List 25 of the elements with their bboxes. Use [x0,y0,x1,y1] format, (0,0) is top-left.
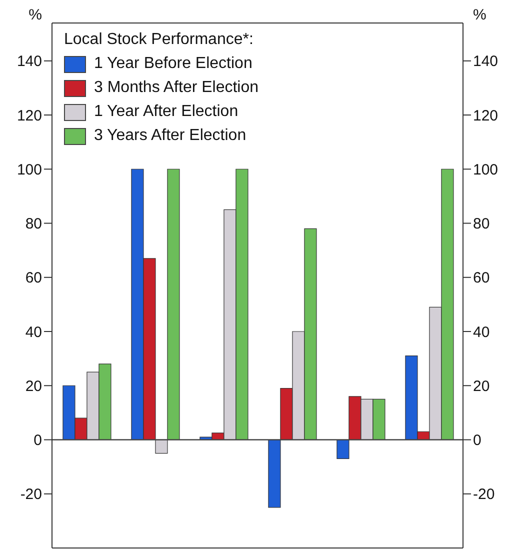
y2-tick-label: 60 [473,270,490,287]
y-tick-label: -20 [20,486,42,504]
y-tick-label: 100 [16,161,42,178]
y2-tick-label: 140 [473,53,498,70]
y-tick-label: 120 [16,107,42,124]
y2-tick-label: 80 [473,216,490,233]
legend-label: 1 Year Before Election [94,54,252,74]
y2-tick-label: 100 [473,161,498,178]
y2-tick-label: 120 [473,107,498,124]
y-tick-label: 60 [25,270,42,287]
y-tick-label: 140 [16,53,42,70]
y2-tick-label: -20 [473,486,495,504]
y-tick-label: 40 [25,324,42,341]
legend-title: Local Stock Performance*: [64,30,254,50]
y2-tick-label: 0 [473,432,482,450]
y-tick-label: 80 [25,216,42,233]
legend-label: 3 Years After Election [94,126,246,146]
y2-axis-title: % [473,6,486,24]
y-axis-title: % [28,6,42,24]
y2-tick-label: 40 [473,324,490,341]
legend-label: 1 Year After Election [94,102,238,122]
y-tick-label: 20 [25,378,42,395]
y2-tick-label: 20 [473,378,490,395]
y-tick-label: 0 [34,432,42,450]
legend-label: 3 Months After Election [94,78,259,98]
